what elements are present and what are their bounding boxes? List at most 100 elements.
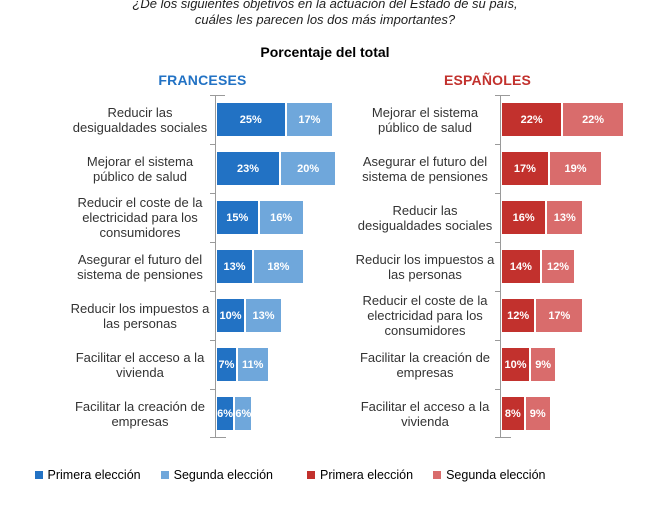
bar-group: 12% 17% xyxy=(495,291,625,340)
legend-item: Primera elección xyxy=(307,468,413,482)
bar-segunda-eleccion: 18% xyxy=(254,250,303,283)
panel-header-espanoles: ESPAÑOLES xyxy=(443,72,532,88)
bar-primera-eleccion: 10% xyxy=(502,348,529,381)
category-label: Mejorar el sistema público de salud xyxy=(86,153,194,184)
bar-primera-eleccion: 23% xyxy=(217,152,280,185)
chart-subtitle: Porcentaje del total xyxy=(260,44,390,60)
bar-value-label: 10% xyxy=(504,358,527,371)
bar-value-label: 7% xyxy=(218,358,235,371)
bar-segunda-eleccion: 11% xyxy=(237,348,268,381)
panel-header-franceses: FRANCESES xyxy=(158,72,247,88)
bar-primera-eleccion: 8% xyxy=(502,397,524,430)
bar-group: 22% 22% xyxy=(495,95,625,144)
category-label: Reducir las desigualdades sociales xyxy=(72,104,208,135)
chart-row: Mejorar el sistema público de salud 22% 22… xyxy=(350,95,625,144)
category-label: Facilitar el acceso a la vivienda xyxy=(360,398,490,429)
chart-row: Asegurar el futuro del sistema de pensio… xyxy=(350,144,625,193)
bar-value-label: 8% xyxy=(504,407,521,420)
bar-segunda-eleccion: 22% xyxy=(563,103,623,136)
bar-value-label: 13% xyxy=(553,211,576,224)
bar-segunda-eleccion: 13% xyxy=(547,201,583,234)
category-label: Reducir las desigualdades sociales xyxy=(357,202,493,233)
legend-item: Segunda elección xyxy=(160,468,273,482)
bar-segunda-eleccion: 12% xyxy=(541,250,575,283)
bar-group: 10% 9% xyxy=(495,340,625,389)
chart-question-line2: cuáles les parecen los dos más important… xyxy=(194,12,456,27)
bar-group: 15% 16% xyxy=(210,193,340,242)
bar-value-label: 9% xyxy=(535,358,552,371)
bar-segunda-eleccion: 20% xyxy=(281,152,336,185)
chart-row: Reducir los impuestos a las personas 14% 1… xyxy=(350,242,625,291)
legend-swatch xyxy=(160,471,169,479)
bar-segunda-eleccion: 9% xyxy=(525,397,550,430)
legend-label: Primera elección xyxy=(47,468,141,482)
bar-primera-eleccion: 12% xyxy=(502,299,535,332)
legend-label: Segunda elección xyxy=(173,468,273,482)
bar-value-label: 12% xyxy=(546,260,569,273)
bar-value-label: 18% xyxy=(267,260,290,273)
legend-item: Segunda elección xyxy=(433,468,545,482)
bar-value-label: 6% xyxy=(235,407,252,420)
bar-value-label: 23% xyxy=(237,162,260,175)
chart-question-title: ¿De los siguientes objetivos en la actua… xyxy=(0,0,650,28)
bar-value-label: 11% xyxy=(242,358,264,371)
bar-value-label: 14% xyxy=(509,260,532,273)
bar-group: 6% 6% xyxy=(210,389,340,438)
category-label: Reducir el coste de la electricidad para… xyxy=(77,195,203,240)
bar-value-label: 22% xyxy=(582,113,605,126)
bar-value-label: 22% xyxy=(520,113,543,126)
legend-swatch xyxy=(34,471,43,479)
chart-row: Mejorar el sistema público de salud 23% 20… xyxy=(65,144,340,193)
chart-panel-espanoles: ESPAÑOLES Mejorar el sistema público de … xyxy=(350,70,625,438)
bar-primera-eleccion: 13% xyxy=(217,250,253,283)
bar-value-label: 17% xyxy=(298,113,321,126)
bar-segunda-eleccion: 17% xyxy=(286,103,333,136)
bar-value-label: 6% xyxy=(217,407,234,420)
category-label: Asegurar el futuro del sistema de pensio… xyxy=(77,251,203,282)
bar-primera-eleccion: 17% xyxy=(502,152,548,185)
bar-value-label: 16% xyxy=(512,211,535,224)
category-label: Facilitar la creación de empresas xyxy=(74,398,206,429)
bar-value-label: 17% xyxy=(548,309,571,322)
bar-group: 8% 9% xyxy=(495,389,625,438)
legend-swatch xyxy=(433,471,442,479)
bar-value-label: 20% xyxy=(297,162,320,175)
chart-row: Facilitar el acceso a la vivienda 8% 9% xyxy=(350,389,625,438)
legend-label: Segunda elección xyxy=(446,468,546,482)
bar-segunda-eleccion: 9% xyxy=(531,348,556,381)
bar-group: 10% 13% xyxy=(210,291,340,340)
legend-swatch xyxy=(307,471,315,479)
bar-primera-eleccion: 6% xyxy=(217,397,234,430)
legend-label: Primera elección xyxy=(320,468,414,482)
bar-segunda-eleccion: 6% xyxy=(235,397,252,430)
chart-row: Reducir el coste de la electricidad para… xyxy=(65,193,340,242)
chart-row: Reducir las desigualdades sociales 25% 17% xyxy=(65,95,340,144)
chart-row: Reducir el coste de la electricidad para… xyxy=(350,291,625,340)
bar-group: 25% 17% xyxy=(210,95,340,144)
bar-primera-eleccion: 16% xyxy=(502,201,546,234)
bar-value-label: 19% xyxy=(564,162,587,175)
chart-row: Reducir los impuestos a las personas 10% 1… xyxy=(65,291,340,340)
chart-row: Asegurar el futuro del sistema de pensio… xyxy=(65,242,340,291)
panel-rows-franceses: Reducir las desigualdades sociales 25% 17%… xyxy=(65,95,340,438)
category-label: Reducir los impuestos a las personas xyxy=(355,251,495,282)
chart-row: Reducir las desigualdades sociales 16% 13% xyxy=(350,193,625,242)
bar-group: 7% 11% xyxy=(210,340,340,389)
chart-row: Facilitar el acceso a la vivienda 7% 11% xyxy=(65,340,340,389)
bar-group: 17% 19% xyxy=(495,144,625,193)
chart-row: Facilitar la creación de empresas 10% 9% xyxy=(350,340,625,389)
legend: Primera elección Segunda elección Primera … xyxy=(0,468,615,482)
bar-value-label: 17% xyxy=(513,162,536,175)
category-label: Asegurar el futuro del sistema de pensio… xyxy=(362,153,488,184)
bar-primera-eleccion: 25% xyxy=(217,103,285,136)
bar-group: 13% 18% xyxy=(210,242,340,291)
bar-group: 23% 20% xyxy=(210,144,340,193)
bar-value-label: 10% xyxy=(219,309,242,322)
bar-primera-eleccion: 10% xyxy=(217,299,244,332)
bar-group: 14% 12% xyxy=(495,242,625,291)
category-label: Facilitar el acceso a la vivienda xyxy=(75,349,205,380)
chart-row: Facilitar la creación de empresas 6% 6% xyxy=(65,389,340,438)
bar-value-label: 13% xyxy=(223,260,246,273)
bar-segunda-eleccion: 17% xyxy=(536,299,583,332)
